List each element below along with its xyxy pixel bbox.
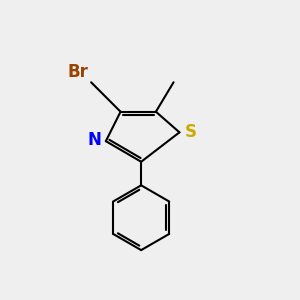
Text: Br: Br	[67, 63, 88, 81]
Text: S: S	[185, 123, 197, 141]
Text: N: N	[88, 131, 101, 149]
